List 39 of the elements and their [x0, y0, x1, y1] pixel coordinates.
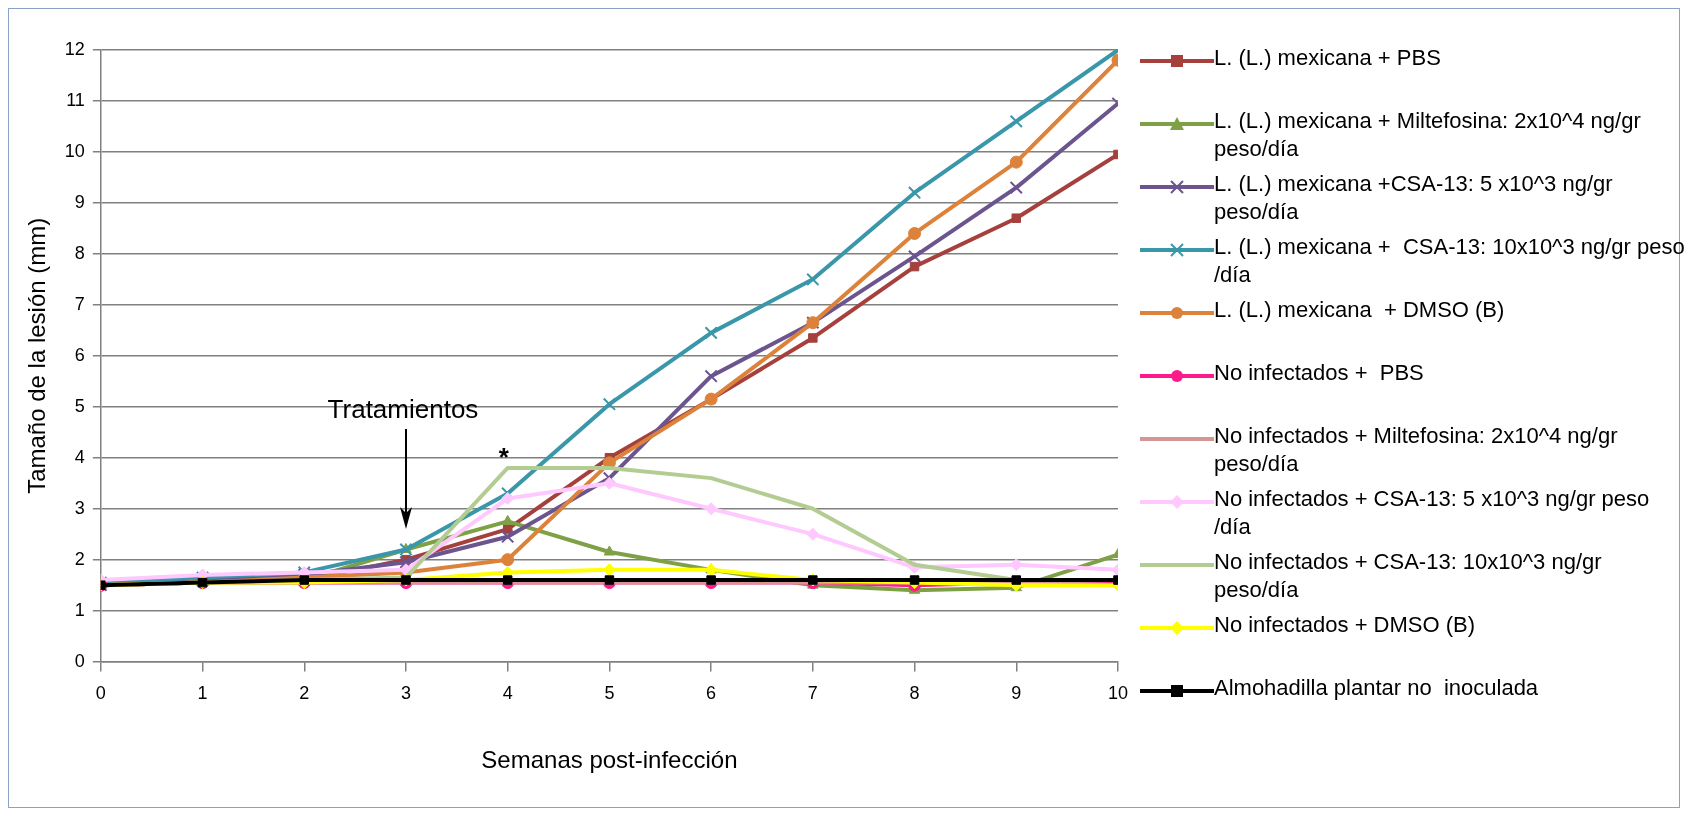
- y-tick-label: 4: [74, 446, 85, 467]
- legend-label: No infectados + CSA-13: 10x10^3 ng/gr peso/día: [1214, 548, 1603, 604]
- y-tick-label: 0: [74, 650, 85, 671]
- x-tick-label: 2: [299, 683, 310, 704]
- y-tick-label: 12: [64, 38, 85, 59]
- annotation: Tratamientos: [327, 394, 479, 425]
- y-tick-label: 10: [64, 140, 85, 161]
- y-tick-label: 8: [74, 242, 85, 263]
- legend-label: L. (L.) mexicana + DMSO (B): [1214, 296, 1505, 324]
- y-tick-label: 1: [74, 599, 85, 620]
- y-tick-label: 3: [74, 497, 85, 518]
- x-tick-label: 4: [502, 683, 513, 704]
- legend-label: L. (L.) mexicana + Miltefosina: 2x10^4 ng/gr peso/día: [1214, 107, 1642, 163]
- legend-label: No infectados + PBS: [1214, 359, 1424, 387]
- legend-label: Almohadilla plantar no inoculada: [1214, 674, 1539, 702]
- y-tick-label: 6: [74, 344, 85, 365]
- x-tick-label: 5: [604, 683, 615, 704]
- y-tick-label: 7: [74, 293, 85, 314]
- x-tick-label: 8: [909, 683, 920, 704]
- x-tick-label: 6: [706, 683, 717, 704]
- x-tick-label: 9: [1011, 683, 1022, 704]
- x-tick-label: 10: [1107, 683, 1128, 704]
- y-tick-label: 2: [74, 548, 85, 569]
- y-tick-label: 9: [74, 191, 85, 212]
- y-tick-label: 5: [74, 395, 85, 416]
- x-tick-label: 1: [197, 683, 208, 704]
- x-tick-label: 0: [95, 683, 106, 704]
- x-tick-label: 7: [807, 683, 818, 704]
- legend-label: No infectados + CSA-13: 5 x10^3 ng/gr peso /día: [1214, 485, 1651, 541]
- legend-label: L. (L.) mexicana + PBS: [1214, 44, 1441, 72]
- legend-label: No infectados + DMSO (B): [1214, 611, 1476, 639]
- legend-label: L. (L.) mexicana + CSA-13: 10x10^3 ng/gr peso /día: [1214, 233, 1685, 289]
- annotation: *: [498, 441, 510, 472]
- legend-label: L. (L.) mexicana +CSA-13: 5 x10^3 ng/gr peso/día: [1214, 170, 1614, 226]
- x-tick-label: 3: [400, 683, 411, 704]
- y-tick-label: 11: [66, 89, 85, 110]
- x-axis-title: Semanas post-infección: [481, 746, 738, 774]
- legend-label: No infectados + Miltefosina: 2x10^4 ng/gr peso/día: [1214, 422, 1619, 478]
- y-axis-title: Tamaño de la lesión (mm): [23, 217, 51, 494]
